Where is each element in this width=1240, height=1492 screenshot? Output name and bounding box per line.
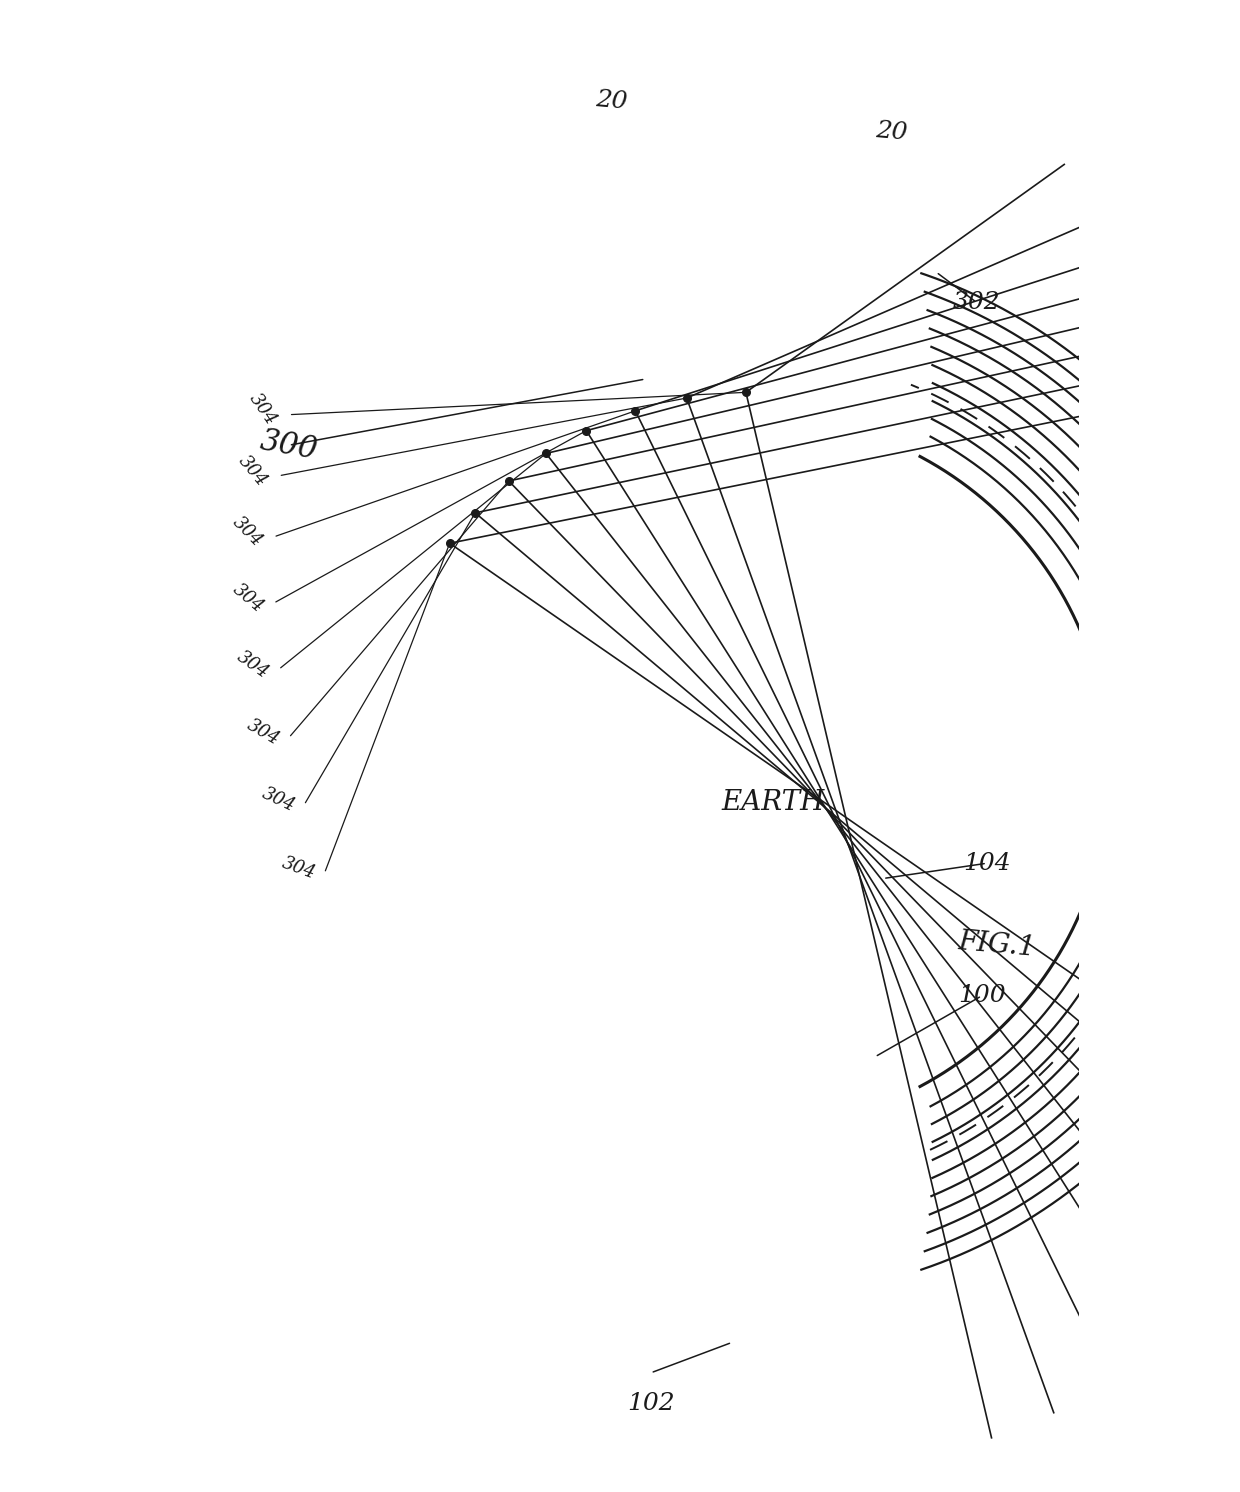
Text: 300: 300: [258, 425, 320, 466]
Text: 302: 302: [954, 291, 1001, 315]
Text: 304: 304: [233, 648, 273, 682]
Text: EARTH: EARTH: [722, 789, 825, 816]
Text: 304: 304: [229, 513, 267, 551]
Text: 304: 304: [236, 452, 272, 489]
Text: 20: 20: [875, 119, 909, 145]
Text: FIG.1: FIG.1: [957, 928, 1037, 962]
Text: 304: 304: [279, 853, 319, 883]
Text: 20: 20: [594, 88, 629, 113]
Text: 304: 304: [259, 785, 298, 816]
Text: 304: 304: [244, 716, 283, 749]
Text: 104: 104: [963, 852, 1011, 874]
Text: 304: 304: [229, 580, 267, 616]
Text: 100: 100: [959, 985, 1006, 1007]
Text: 102: 102: [626, 1392, 675, 1414]
Text: 304: 304: [246, 391, 280, 428]
